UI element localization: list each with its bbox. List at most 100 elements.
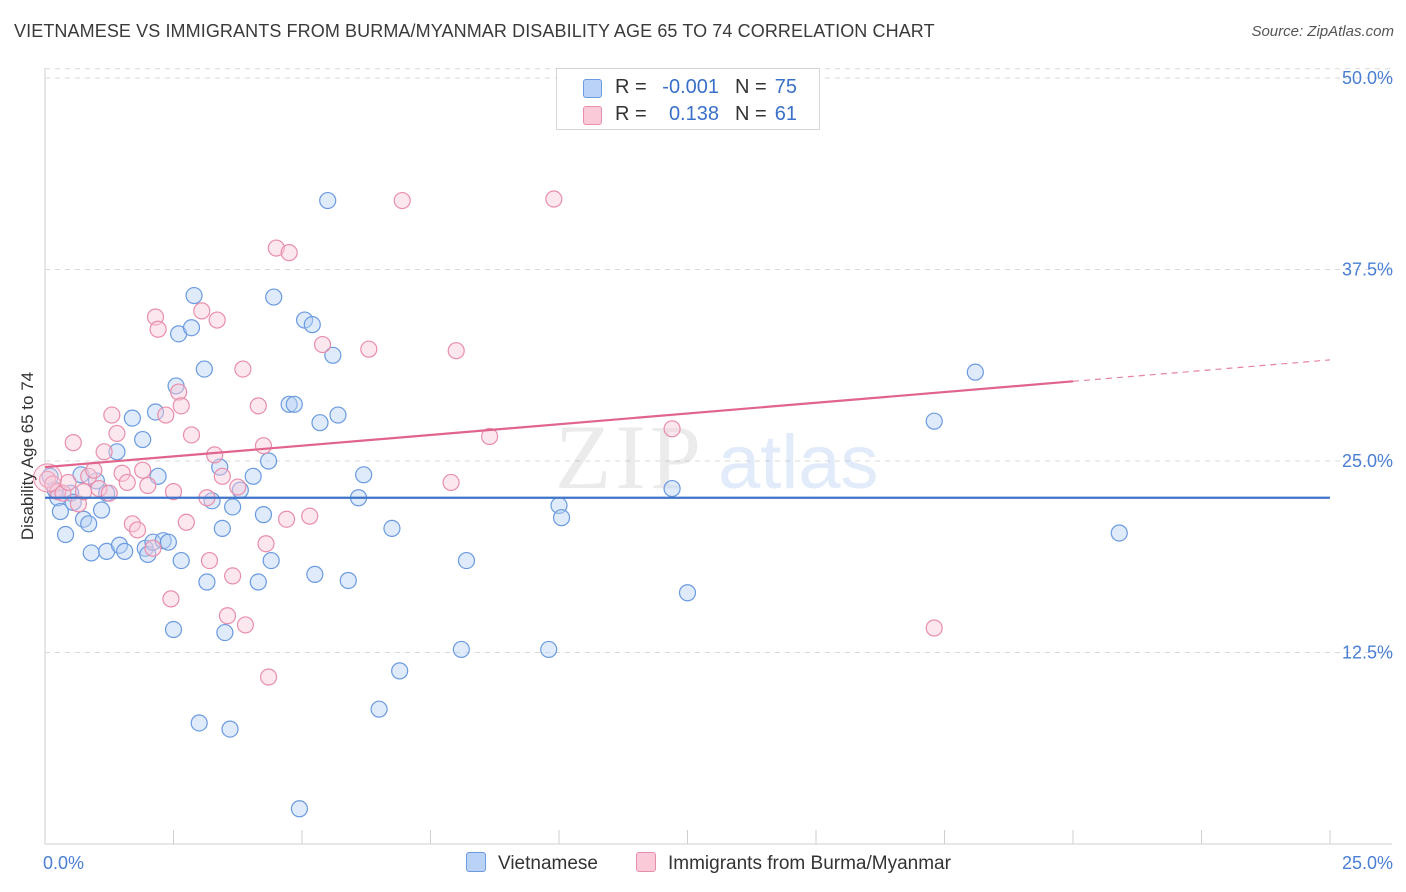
legend-n-label: N = [735,76,767,98]
point-vietnamese [303,316,321,334]
bottom-legend-vietnamese: Vietnamese [466,852,598,875]
point-vietnamese [190,714,208,732]
point-burma [218,607,237,625]
legend-n-label: N = [735,103,767,125]
x-tick-label: 25.0% [1342,853,1393,873]
point-burma [313,335,332,354]
point-vietnamese [172,551,190,570]
point-vietnamese [74,510,93,528]
point-burma [182,426,201,444]
point-vietnamese [663,479,681,498]
bottom-legend-swatch-pink [636,852,656,872]
grid [45,68,1392,653]
point-vietnamese [259,452,278,470]
point-vietnamese [185,286,203,305]
trend-line-burma-extension [1072,359,1331,382]
legend-row-burma: R = 0.138 N = 61 [557,102,819,128]
point-vietnamese [146,403,165,421]
legend-swatch-pink [583,106,602,125]
point-vietnamese [116,542,134,560]
point-vietnamese [391,662,409,680]
legend-r-label: R = [615,103,647,125]
point-burma [481,427,499,446]
point-burma [193,302,211,320]
watermark-zip: ZIP [555,406,705,508]
point-burma [213,467,231,485]
point-vietnamese [452,640,470,659]
point-vietnamese [51,502,70,521]
point-burma [170,383,188,401]
point-vietnamese [324,346,342,364]
point-vietnamese [262,551,280,570]
watermark-atlas: atlas [718,420,879,505]
point-vietnamese [925,412,943,430]
bottom-legend-label: Vietnamese [498,853,598,874]
point-burma [157,406,175,424]
point-vietnamese [319,191,337,210]
point-burma [663,420,681,438]
point-burma [128,521,147,539]
point-vietnamese [224,498,242,516]
point-burma [172,397,190,415]
point-vietnamese [280,395,298,413]
legend-n-value: 61 [774,103,797,125]
point-vietnamese [80,515,98,533]
point-burma [208,311,226,329]
point-burma [447,342,465,360]
point-vietnamese [182,319,201,337]
point-vietnamese [221,720,239,738]
point-burma [113,464,131,482]
point-vietnamese [56,525,75,544]
legend-swatch-blue [583,79,602,98]
point-burma [206,446,224,464]
point-vietnamese [216,623,234,642]
point-burma [301,507,319,525]
point-burma [118,473,136,492]
point-burma [38,470,57,488]
bottom-legend-label: Immigrants from Burma/Myanmar [668,853,951,874]
y-tick-label: 37.5% [1342,260,1393,280]
point-burma [90,479,108,498]
point-vietnamese [92,501,111,519]
point-vietnamese [552,509,571,527]
point-vietnamese [290,800,309,818]
point-burma [234,360,252,378]
point-burma [134,461,152,479]
legend-r-value: -0.001 [662,76,719,98]
point-vietnamese [159,533,177,551]
legend-row-vietnamese: R = -0.001 N = 75 [557,75,819,101]
point-burma [108,424,126,443]
point-burma [393,191,411,210]
point-vietnamese [311,414,329,432]
point-vietnamese [213,519,231,538]
point-burma-cluster [33,463,63,493]
stats-legend: R = -0.001 N = 75 R = 0.138 N = 61 [556,68,820,130]
point-vietnamese [370,700,388,718]
point-burma [149,320,167,338]
point-burma [224,567,242,585]
point-burma [257,535,275,553]
point-vietnamese [198,573,216,591]
point-vietnamese [265,288,283,306]
point-burma [254,437,273,455]
point-burma [64,434,82,452]
point-burma [545,190,563,208]
axes [44,68,1392,845]
point-vietnamese [540,640,558,659]
point-burma [229,478,247,496]
point-vietnamese [966,363,984,381]
source-label: Source: ZipAtlas.com [1251,23,1394,40]
data-points [33,190,1128,818]
point-burma [249,397,267,415]
point-burma [442,473,460,492]
bottom-legend-swatch-blue [466,852,486,872]
point-vietnamese [82,544,100,562]
y-tick-label: 50.0% [1342,68,1393,88]
point-burma [103,406,121,424]
point-burma [177,513,195,531]
point-vietnamese [1110,524,1128,542]
point-burma [59,473,77,492]
point-vietnamese [254,506,273,524]
point-vietnamese [285,395,303,413]
